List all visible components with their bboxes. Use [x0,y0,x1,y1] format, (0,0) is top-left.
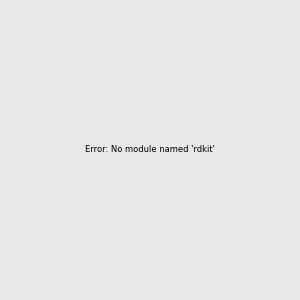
Text: Error: No module named 'rdkit': Error: No module named 'rdkit' [85,146,215,154]
